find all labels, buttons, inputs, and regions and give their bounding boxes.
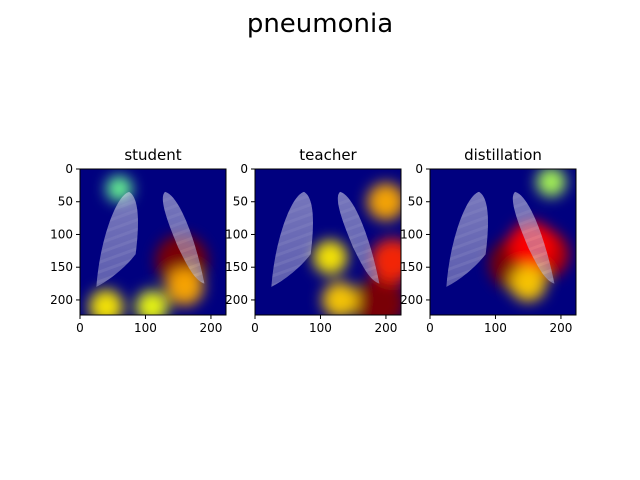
xray-lungs-overlay bbox=[96, 191, 205, 287]
right-lung-ribs bbox=[512, 191, 555, 284]
heatmap-hotspot bbox=[322, 281, 359, 315]
y-tick-label: 150 bbox=[50, 260, 73, 274]
y-tick-label: 50 bbox=[233, 195, 248, 209]
axes-frame bbox=[79, 168, 227, 316]
xray-lungs-overlay bbox=[271, 191, 380, 287]
x-tick-label: 0 bbox=[251, 321, 259, 335]
axes-frame bbox=[429, 168, 577, 316]
xray-lungs-overlay bbox=[446, 191, 555, 287]
x-tick-label: 100 bbox=[484, 321, 507, 335]
heatmap-hotspot bbox=[510, 265, 547, 302]
x-tick-label: 200 bbox=[199, 321, 222, 335]
y-tick-label: 150 bbox=[400, 260, 423, 274]
heatmap-image bbox=[80, 169, 226, 315]
heatmap-hotspot bbox=[313, 240, 348, 275]
figure-suptitle: pneumonia bbox=[247, 9, 393, 39]
x-tick-label: 0 bbox=[426, 321, 434, 335]
heatmap-hotspot bbox=[367, 182, 401, 221]
heatmap-image bbox=[255, 169, 401, 315]
x-tick-label: 100 bbox=[134, 321, 157, 335]
y-tick-label: 200 bbox=[400, 293, 423, 307]
y-tick-label: 0 bbox=[415, 162, 423, 176]
heatmap-hotspots bbox=[88, 175, 208, 315]
y-tick-label: 0 bbox=[65, 162, 73, 176]
x-tick-label: 200 bbox=[549, 321, 572, 335]
y-tick-label: 0 bbox=[240, 162, 248, 176]
x-tick-label: 200 bbox=[374, 321, 397, 335]
heatmap-hotspot bbox=[536, 169, 566, 197]
heatmap-hotspots bbox=[313, 182, 401, 315]
panel-title: distillation bbox=[464, 146, 542, 164]
y-tick-label: 200 bbox=[50, 293, 73, 307]
left-lung-ribs bbox=[271, 191, 313, 287]
heatmap-hotspot bbox=[353, 277, 401, 315]
panel-title: teacher bbox=[299, 146, 357, 164]
right-lung-ribs bbox=[162, 191, 205, 284]
x-tick-label: 0 bbox=[76, 321, 84, 335]
left-lung-ribs bbox=[96, 191, 138, 287]
y-tick-label: 100 bbox=[400, 227, 423, 241]
x-tick-label: 100 bbox=[309, 321, 332, 335]
axes-frame bbox=[254, 168, 402, 316]
left-lung-ribs bbox=[446, 191, 488, 287]
y-tick-label: 150 bbox=[225, 260, 248, 274]
heatmap-hotspot bbox=[135, 290, 169, 315]
y-tick-label: 200 bbox=[225, 293, 248, 307]
heatmap-hotspot bbox=[370, 238, 401, 283]
y-tick-label: 100 bbox=[225, 227, 248, 241]
panel-title: student bbox=[124, 146, 181, 164]
heatmap-hotspot bbox=[88, 289, 124, 315]
y-tick-label: 50 bbox=[58, 195, 73, 209]
heatmap-image bbox=[430, 169, 576, 315]
y-tick-label: 100 bbox=[50, 227, 73, 241]
heatmap-hotspot bbox=[165, 268, 204, 306]
right-lung-ribs bbox=[337, 191, 380, 284]
y-tick-label: 50 bbox=[408, 195, 423, 209]
